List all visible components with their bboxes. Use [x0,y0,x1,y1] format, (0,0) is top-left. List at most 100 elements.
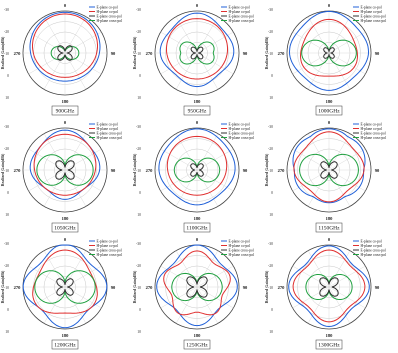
title-box [183,339,211,350]
spoke [64,250,87,288]
spoke [328,148,366,171]
spoke [307,133,330,171]
angle-tick-label: 270 [14,285,22,290]
legend-entry: E-plane co-pol [361,5,382,9]
chart-title: 1050GHz [54,226,76,232]
legend-entry: E-plane cross-pol [361,131,386,135]
h-plane-co-pol-curve [293,131,365,203]
legend-entry: H-plane co-pol [361,127,383,131]
angle-tick-label: 180 [62,99,70,104]
spoke [307,169,330,207]
r-tick-label: 0 [271,308,273,312]
e-plane-co-pol-curve [156,244,238,327]
angle-tick-label: 90 [243,168,248,173]
legend-entry: H-plane co-pol [97,127,119,131]
angle-tick-label: 0 [196,237,199,242]
angle-tick-label: 90 [375,168,380,173]
r-tick-label: -10 [268,286,273,290]
title-box [315,105,343,116]
h-plane-co-pol-curve [33,133,97,196]
legend-entry: E-plane co-pol [361,239,382,243]
h-plane-co-pol-curve [292,249,366,323]
polar-plot-1150GHz: 0 90 180 270 -30 -20 -10 0 10 Realized Gain(dBi) E… [264,120,387,233]
angle-tick-label: 180 [62,333,70,338]
r-tick-label: -10 [136,286,141,290]
spoke [196,265,234,288]
spoke [64,169,102,192]
r-tick-label: -30 [268,8,273,12]
angle-tick-label: 90 [243,51,248,56]
r-tick-label: -10 [4,286,9,290]
y-axis-label: Realized Gain(dBi) [264,36,269,69]
legend-entry: H-plane co-pol [97,10,119,14]
legend-entry: H-plane cross-pol [229,253,255,257]
spoke [28,265,66,288]
angle-tick-label: 0 [64,120,67,125]
angle-tick-label: 90 [111,285,116,290]
spoke [292,31,330,54]
y-axis-label: Realized Gain(dBi) [132,36,137,69]
title-box [51,222,79,233]
r-tick-label: -20 [268,264,273,268]
chart-title: 1200GHz [54,343,76,349]
h-plane-co-pol-curve [166,18,228,80]
r-tick-label: 10 [137,330,141,334]
spoke [307,16,330,54]
angle-tick-label: 0 [328,120,331,125]
y-axis-label: Realized Gain(dBi) [0,270,5,303]
chart-title: 1150GHz [318,226,340,232]
spoke [28,286,66,309]
r-tick-label: -20 [4,264,9,268]
r-tick-label: 0 [139,74,141,78]
r-tick-label: 10 [5,96,9,100]
spoke [64,286,102,309]
r-tick-label: 0 [271,74,273,78]
r-tick-label: -30 [4,8,9,12]
legend-entry: E-plane co-pol [97,239,118,243]
h-plane-co-pol-curve [166,135,228,196]
legend-entry: H-plane cross-pol [229,19,255,23]
r-tick-label: 10 [269,96,273,100]
polar-plot-1250GHz: 0 90 180 270 -30 -20 -10 0 10 Realized Gain(dBi) E… [132,237,255,350]
spoke [196,286,219,324]
angle-tick-label: 0 [196,120,199,125]
title-box [183,105,211,116]
angle-tick-label: 270 [14,51,22,56]
r-tick-label: 0 [7,74,9,78]
e-plane-cross-pol-curve [320,161,338,179]
legend-entry: E-plane co-pol [97,5,118,9]
legend-entry: H-plane cross-pol [97,19,123,23]
angle-tick-label: 90 [243,285,248,290]
r-tick-label: -20 [268,30,273,34]
angle-tick-label: 270 [14,168,22,173]
spoke [292,148,330,171]
legend-entry: H-plane co-pol [361,244,383,248]
legend-entry: E-plane cross-pol [97,131,122,135]
spoke [196,133,219,171]
e-plane-co-pol-curve [29,129,101,200]
legend-entry: E-plane cross-pol [361,14,386,18]
r-tick-label: 10 [5,330,9,334]
spoke [292,52,330,75]
legend-entry: E-plane cross-pol [229,131,254,135]
spoke [328,52,366,75]
h-plane-cross-pol-curve [36,154,94,186]
e-plane-co-pol-curve [159,12,235,88]
spoke [64,148,102,171]
r-tick-label: -30 [4,125,9,129]
y-axis-label: Realized Gain(dBi) [132,153,137,186]
angle-tick-label: 0 [196,3,199,8]
r-tick-label: -10 [268,52,273,56]
polar-plot-900GHz: 0 90 180 270 -30 -20 -10 0 10 Realized Gain(dBi) E… [0,3,123,116]
h-plane-co-pol-curve [32,249,98,314]
polar-plot-1100GHz: 0 90 180 270 -30 -20 -10 0 10 Realized Gain(dBi) E… [132,120,255,233]
legend-entry: H-plane cross-pol [229,136,255,140]
legend-entry: H-plane cross-pol [361,136,387,140]
r-tick-label: -30 [136,242,141,246]
legend-entry: H-plane co-pol [229,10,251,14]
legend-entry: H-plane cross-pol [361,19,387,23]
spoke [328,16,351,54]
title-box [183,222,211,233]
spoke [160,265,198,288]
chart-title: 1100GHz [186,226,208,232]
